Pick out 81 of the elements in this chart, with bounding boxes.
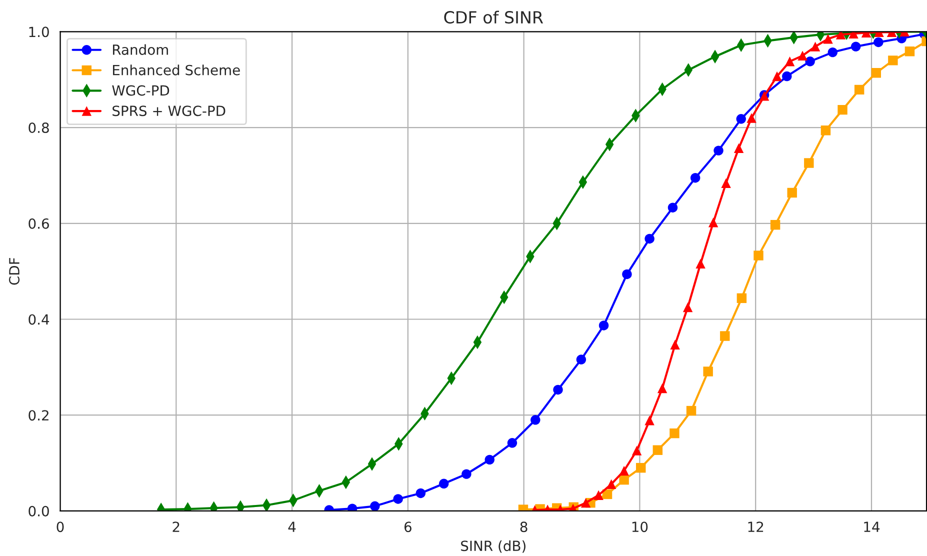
point bbox=[838, 104, 848, 115]
point bbox=[686, 406, 696, 416]
point bbox=[904, 46, 915, 56]
point bbox=[690, 173, 700, 183]
point bbox=[670, 428, 680, 438]
point bbox=[703, 366, 713, 376]
point bbox=[619, 474, 629, 485]
x-tick-label: 10 bbox=[632, 522, 648, 532]
chart-title: CDF of SINR bbox=[444, 10, 544, 24]
point bbox=[871, 68, 881, 78]
point bbox=[782, 71, 792, 82]
point bbox=[721, 178, 731, 188]
point bbox=[787, 188, 797, 198]
point bbox=[553, 384, 563, 395]
x-tick-label: 8 bbox=[520, 522, 528, 532]
point bbox=[370, 501, 380, 511]
point bbox=[888, 56, 898, 66]
point bbox=[850, 42, 861, 52]
legend-label: Random bbox=[113, 44, 168, 55]
point bbox=[708, 218, 718, 228]
point bbox=[530, 415, 540, 425]
point bbox=[804, 158, 814, 168]
point bbox=[823, 34, 833, 44]
y-tick-label: 0.0 bbox=[28, 506, 49, 516]
x-tick-label: 4 bbox=[288, 522, 296, 532]
point bbox=[746, 113, 756, 123]
y-tick-label: 0.4 bbox=[28, 314, 50, 325]
point bbox=[657, 383, 668, 394]
point bbox=[784, 56, 795, 66]
point bbox=[836, 32, 846, 40]
legend-label: Enhanced Scheme bbox=[113, 64, 240, 76]
legend-label: WGC-PD bbox=[112, 85, 170, 96]
x-tick-label: 6 bbox=[404, 522, 412, 532]
point bbox=[619, 466, 629, 476]
point bbox=[622, 269, 632, 280]
y-tick-label: 0.2 bbox=[28, 410, 48, 421]
point bbox=[598, 320, 609, 330]
point bbox=[393, 494, 403, 504]
point bbox=[594, 490, 604, 500]
point bbox=[670, 340, 680, 350]
point bbox=[805, 56, 815, 66]
x-tick-label: 0 bbox=[56, 522, 64, 532]
legend-label: SPRS + WGC-PD bbox=[112, 106, 226, 116]
point bbox=[682, 302, 693, 312]
point bbox=[636, 462, 646, 473]
y-axis-title: CDF bbox=[9, 258, 20, 285]
point bbox=[736, 293, 747, 304]
point bbox=[438, 478, 449, 489]
point bbox=[810, 42, 820, 52]
point bbox=[772, 71, 782, 82]
point bbox=[828, 47, 838, 58]
point bbox=[484, 454, 494, 465]
point bbox=[720, 331, 730, 341]
point bbox=[632, 446, 642, 456]
point bbox=[874, 37, 884, 48]
x-axis-title: SINR (dB) bbox=[461, 540, 526, 553]
y-tick-label: 0.8 bbox=[28, 122, 49, 134]
point bbox=[736, 114, 746, 124]
point bbox=[652, 445, 663, 455]
point bbox=[820, 126, 831, 136]
point bbox=[798, 50, 808, 61]
point bbox=[416, 488, 426, 498]
point bbox=[507, 438, 518, 448]
x-tick-label: 12 bbox=[748, 522, 764, 532]
point bbox=[854, 84, 864, 95]
point bbox=[754, 250, 764, 260]
point bbox=[668, 202, 678, 212]
point bbox=[576, 354, 586, 364]
point bbox=[580, 498, 591, 508]
point bbox=[770, 220, 780, 230]
point bbox=[714, 146, 724, 156]
point bbox=[696, 258, 706, 269]
point bbox=[734, 143, 744, 154]
point bbox=[644, 234, 654, 244]
point bbox=[606, 479, 616, 489]
x-tick-label: 2 bbox=[172, 522, 180, 532]
y-tick-label: 0.6 bbox=[28, 218, 49, 229]
point bbox=[644, 416, 654, 426]
y-tick-label: 1.0 bbox=[29, 26, 49, 38]
x-tick-label: 14 bbox=[864, 522, 880, 532]
point bbox=[462, 469, 472, 479]
